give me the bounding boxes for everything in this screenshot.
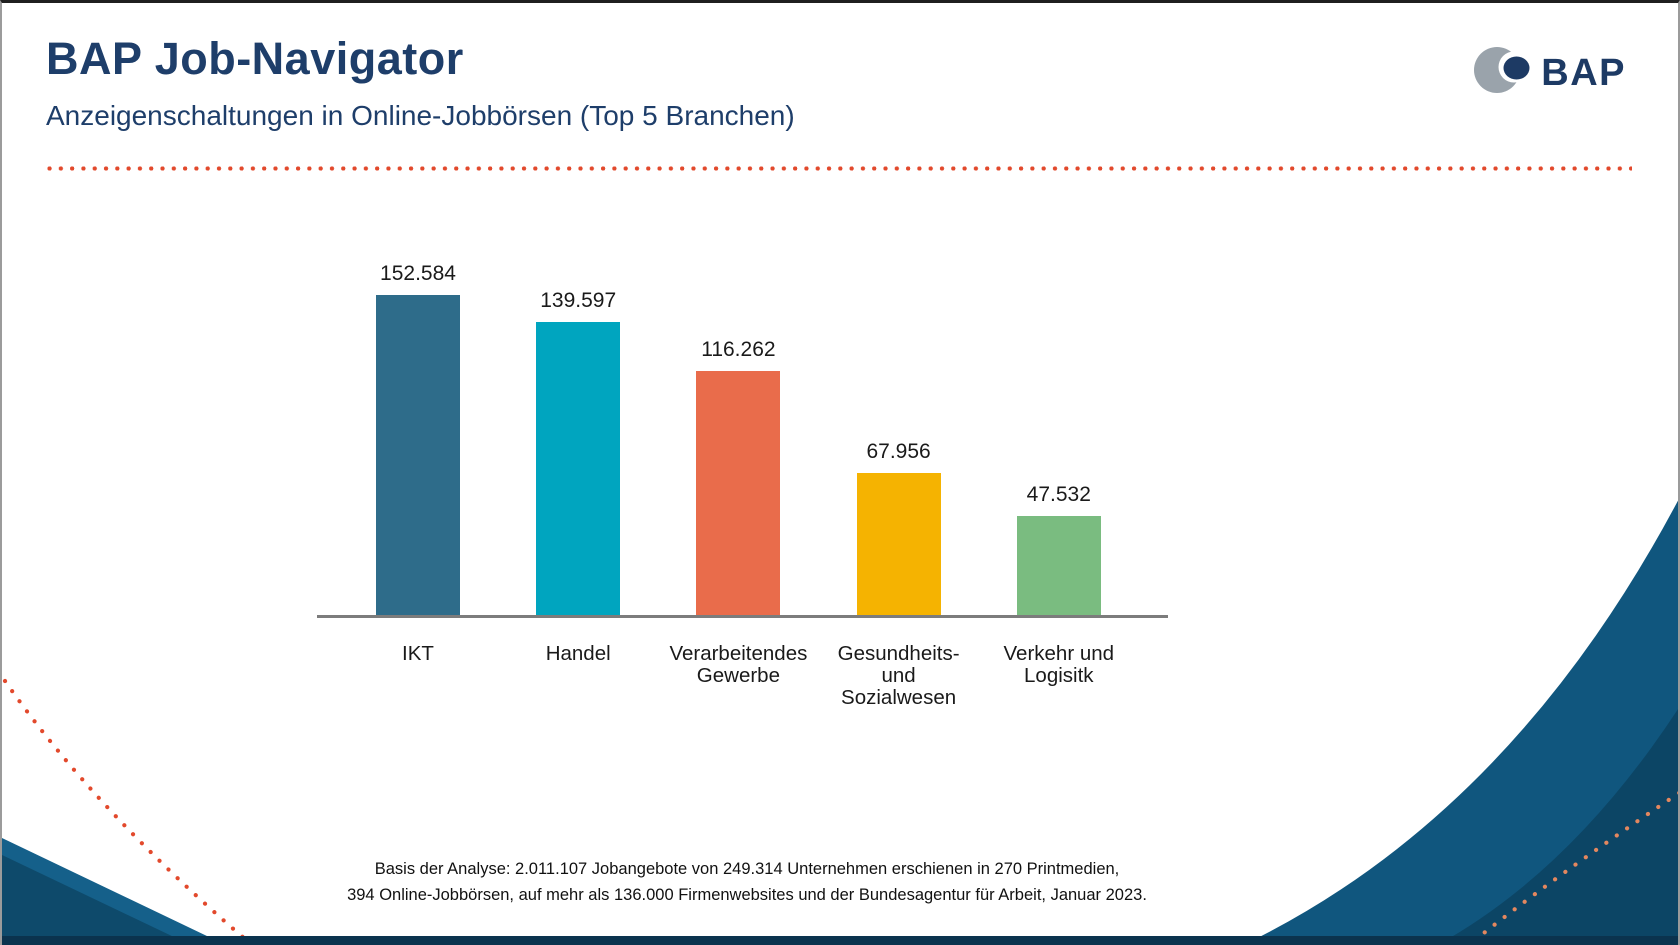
category-label: IKT bbox=[402, 642, 434, 665]
bar bbox=[696, 371, 781, 616]
category-label: Verarbeitendes Gewerbe bbox=[669, 642, 808, 688]
bar bbox=[376, 295, 460, 616]
left-dotted-line bbox=[2, 678, 255, 945]
bar-value-label: 47.532 bbox=[1026, 483, 1091, 506]
category-label: Verkehr und Logisitk bbox=[1003, 642, 1115, 688]
bap-logo-icon bbox=[1473, 43, 1531, 102]
page-subtitle: Anzeigenschaltungen in Online-Jobbörsen … bbox=[46, 100, 795, 131]
bar bbox=[1016, 516, 1101, 616]
source-note-line2: 394 Online-Jobbörsen, auf mehr als 136.0… bbox=[347, 886, 1147, 905]
bar-value-label: 67.956 bbox=[866, 440, 931, 463]
bar-slot: 116.262 bbox=[658, 243, 818, 616]
swoosh-dotted-line bbox=[1465, 791, 1678, 945]
source-note-line1: Basis der Analyse: 2.011.107 Jobangebote… bbox=[374, 860, 1120, 878]
bar-slot: 152.584 bbox=[338, 243, 498, 616]
category-axis-labels: IKT Handel Verarbeitendes Gewerbe Gesundhei… bbox=[317, 616, 1168, 726]
bar bbox=[536, 322, 621, 616]
x-axis-line bbox=[317, 615, 1168, 618]
bar-slot: 139.597 bbox=[498, 243, 658, 616]
dotted-separator-line bbox=[46, 165, 1632, 172]
bar-slot: 67.956 bbox=[819, 243, 979, 616]
category-label: Gesundheits- und Sozialwesen bbox=[837, 642, 960, 710]
bar-value-label: 139.597 bbox=[540, 289, 617, 312]
bar-chart: 152.584 139.597 116.262 67.956 47.532 bbox=[317, 243, 1168, 616]
bap-logo-text: BAP bbox=[1541, 51, 1626, 94]
page-title: BAP Job-Navigator bbox=[46, 33, 464, 84]
corner-wedge-bottom-left bbox=[2, 838, 226, 945]
source-note: Basis der Analyse: 2.011.107 Jobangebote… bbox=[292, 856, 1202, 908]
bar-value-label: 152.584 bbox=[380, 262, 456, 285]
bar-value-label: 116.262 bbox=[701, 338, 776, 361]
corner-swoosh-bottom-right bbox=[1243, 500, 1678, 945]
bottom-navy-bar bbox=[2, 936, 1678, 945]
category-label: Handel bbox=[545, 642, 611, 665]
bap-logo: BAP bbox=[1473, 43, 1626, 102]
bar bbox=[856, 473, 941, 616]
bar-slot: 47.532 bbox=[979, 243, 1139, 616]
